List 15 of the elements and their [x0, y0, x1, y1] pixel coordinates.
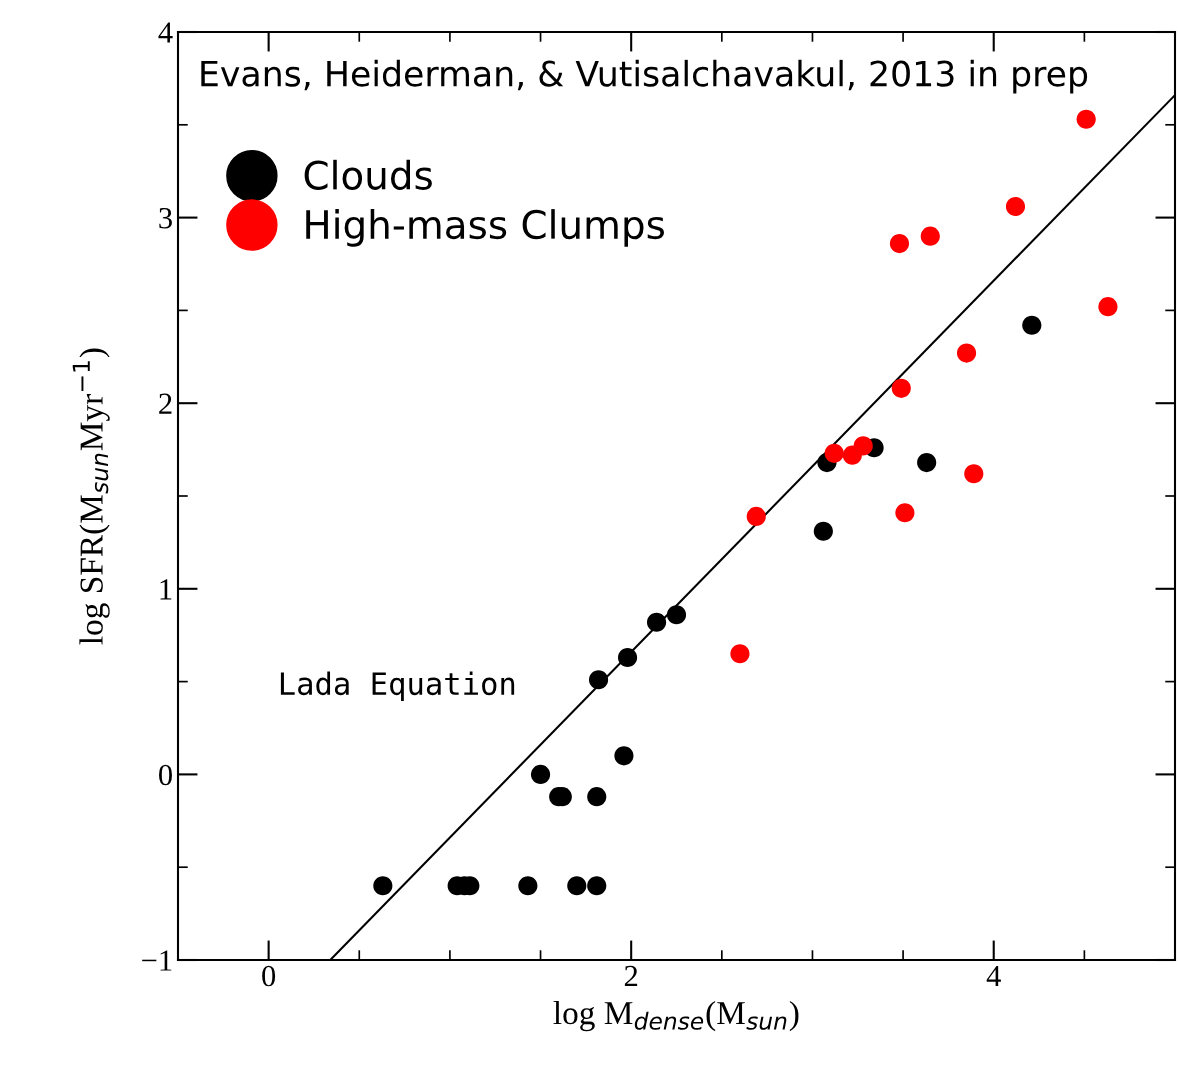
legend-label: High-mass Clumps	[306, 209, 664, 247]
y-tick-label: −1	[142, 950, 172, 971]
x-tick-label: 0	[262, 965, 276, 987]
annotation: Evans, Heiderman, & Vutisalchavakul, 2013 in prep	[201, 59, 1088, 94]
x-tick-label: 2	[624, 965, 638, 987]
x-axis-title: log M$_{dense}$(M$_{sun}$)	[553, 1000, 799, 1032]
x-tick-label: 4	[986, 965, 1001, 987]
y-tick-label: 2	[159, 393, 172, 414]
y-tick-label: 4	[158, 22, 173, 43]
y-axis-title: log SFR(M$_{sun}$Myr$^{−1}$)	[72, 348, 110, 645]
annotation: Lada Equation	[280, 671, 515, 702]
y-tick-label: 0	[159, 764, 172, 786]
y-tick-label: 1	[160, 579, 172, 600]
y-tick-label: 3	[159, 207, 172, 229]
legend-label: Clouds	[304, 159, 432, 190]
